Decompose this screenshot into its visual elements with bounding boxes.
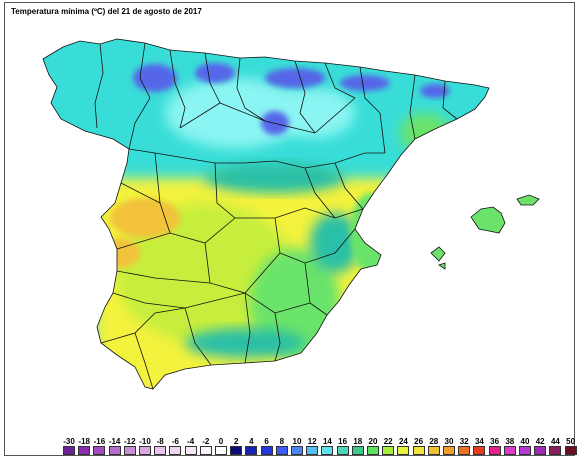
legend-label: -30 xyxy=(63,437,75,446)
legend-swatch xyxy=(154,446,167,455)
legend-swatch xyxy=(443,446,455,455)
map-title: Temperatura mínima (ºC) del 21 de agosto… xyxy=(11,7,202,16)
legend-swatch xyxy=(519,446,531,455)
legend-label: -16 xyxy=(93,437,106,446)
legend-label: 22 xyxy=(383,437,393,446)
legend-label: -2 xyxy=(202,437,210,446)
balearic-islands xyxy=(430,194,540,270)
legend-label: -12 xyxy=(124,437,136,446)
legend-swatch xyxy=(108,446,121,455)
legend-label: 4 xyxy=(249,437,254,446)
spain-minimum-temperature-map xyxy=(42,38,540,390)
legend-swatch xyxy=(488,446,501,455)
legend-swatch xyxy=(351,446,364,455)
legend-swatch xyxy=(275,446,288,455)
legend-swatch xyxy=(412,446,425,455)
legend-label: -18 xyxy=(78,437,90,446)
legend-swatch xyxy=(230,446,243,455)
legend-swatch xyxy=(336,446,349,455)
legend-label: 42 xyxy=(535,437,545,446)
legend-label: -4 xyxy=(187,437,195,446)
legend-label: 40 xyxy=(520,437,530,446)
legend-label: 50 xyxy=(566,437,576,446)
legend-label: 2 xyxy=(233,437,239,446)
legend-swatch xyxy=(184,446,197,455)
legend-label: 18 xyxy=(353,437,363,446)
legend-label: -10 xyxy=(139,437,151,446)
legend-label: 32 xyxy=(459,437,469,446)
legend-swatch xyxy=(534,446,547,455)
legend-label: 36 xyxy=(490,437,500,446)
legend-swatch xyxy=(549,446,562,455)
legend-swatch xyxy=(367,446,379,455)
legend-label: -14 xyxy=(108,437,121,446)
legend-label: 28 xyxy=(429,437,439,446)
legend-swatch xyxy=(93,446,106,455)
legend-label: -6 xyxy=(171,437,179,446)
legend-label: 6 xyxy=(264,437,269,446)
legend-label: 14 xyxy=(322,437,332,446)
legend-label: 0 xyxy=(218,437,224,446)
legend-swatch xyxy=(78,446,91,455)
legend-label: 12 xyxy=(307,437,317,446)
legend-label: 26 xyxy=(414,437,424,446)
legend-swatch xyxy=(503,446,516,455)
legend-label: 10 xyxy=(292,437,302,446)
legend-swatch xyxy=(260,446,273,455)
legend-swatch xyxy=(397,446,410,455)
legend-swatch xyxy=(564,446,577,455)
legend-swatch xyxy=(123,446,136,455)
legend-swatch xyxy=(291,446,303,455)
legend-label: 34 xyxy=(474,437,484,446)
legend-label: 30 xyxy=(444,437,454,446)
legend-swatch xyxy=(215,446,227,455)
legend-swatch xyxy=(382,446,395,455)
legend-label: 8 xyxy=(279,437,285,446)
legend-swatch xyxy=(139,446,151,455)
legend-label: 24 xyxy=(398,437,408,446)
legend-swatch xyxy=(458,446,471,455)
legend-swatch xyxy=(306,446,319,455)
legend-label: 16 xyxy=(338,437,348,446)
map-frame: Temperatura mínima (ºC) del 21 de agosto… xyxy=(4,2,577,456)
legend-swatch xyxy=(321,446,334,455)
legend-swatch xyxy=(199,446,212,455)
legend-label: 38 xyxy=(505,437,515,446)
legend-swatch xyxy=(427,446,440,455)
legend-label: 20 xyxy=(368,437,378,446)
legend-label: -8 xyxy=(156,437,164,446)
legend-swatch xyxy=(245,446,258,455)
legend-swatch xyxy=(63,446,75,455)
legend-label: 44 xyxy=(550,437,560,446)
legend-swatch xyxy=(473,446,486,455)
province-borders xyxy=(42,38,490,390)
legend-swatch xyxy=(169,446,182,455)
